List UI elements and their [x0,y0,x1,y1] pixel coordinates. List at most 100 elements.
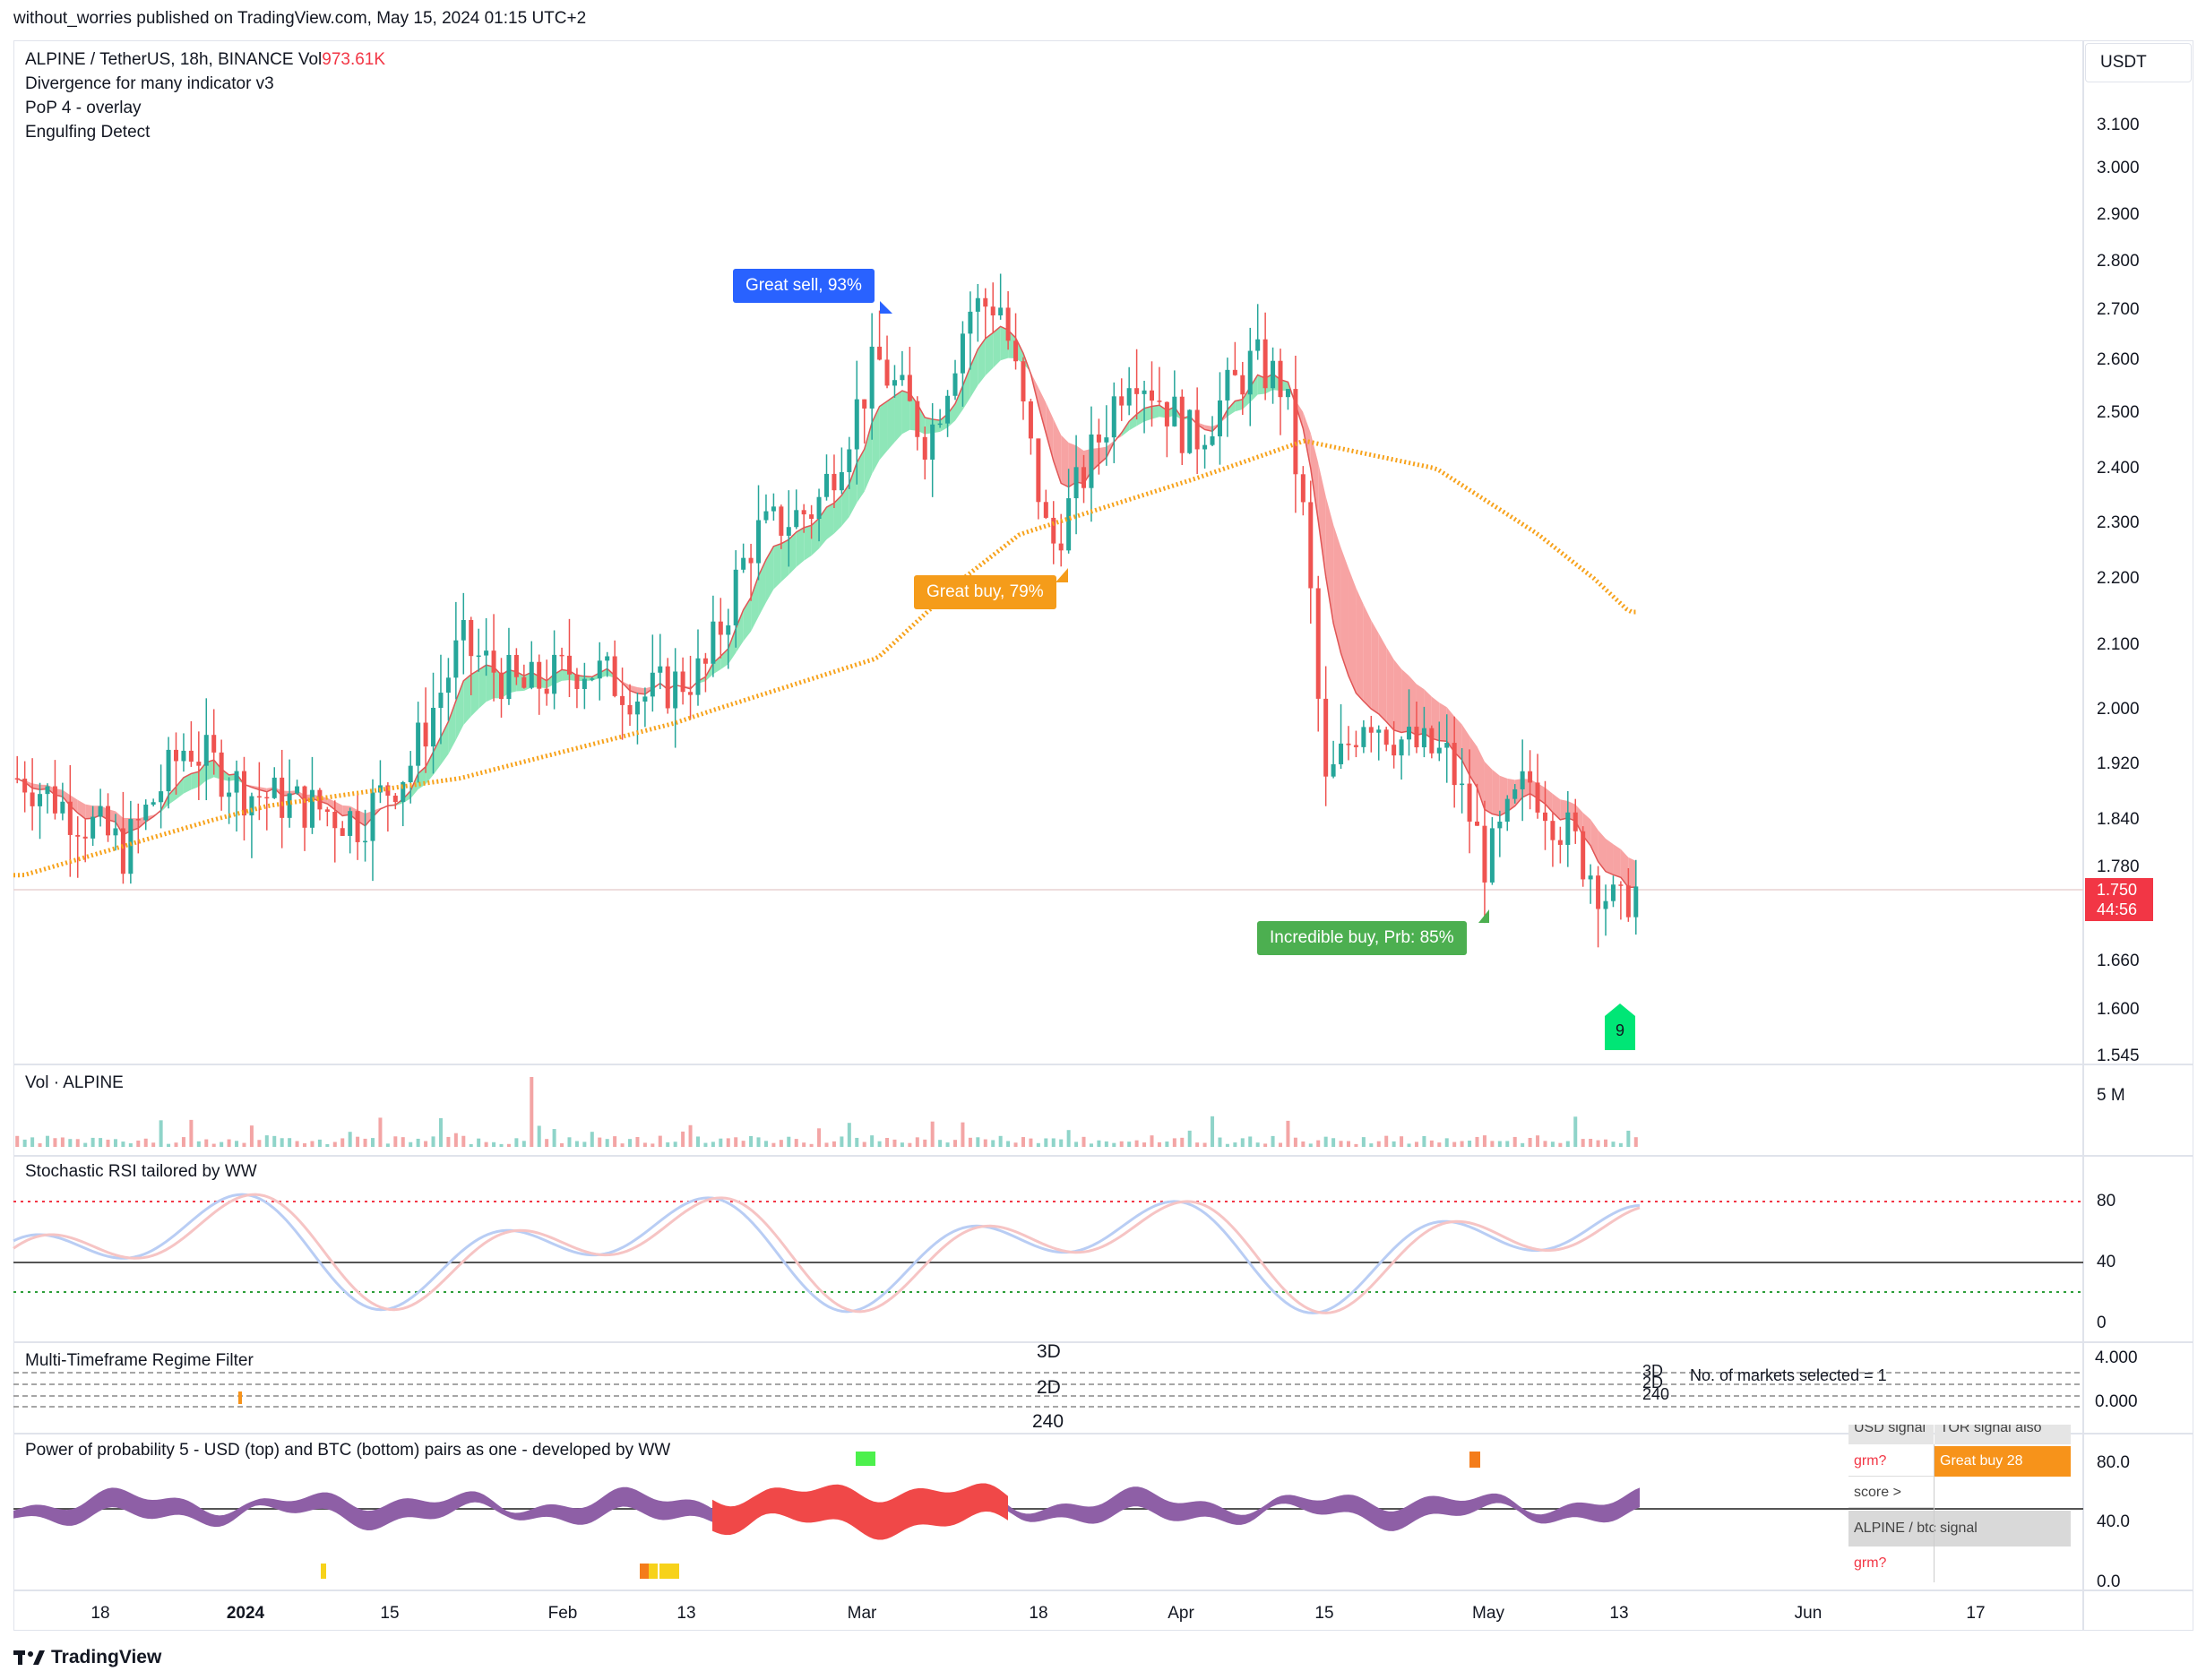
candle-body [1081,467,1087,488]
candle-body [1073,467,1079,499]
volume-bar [1633,1137,1638,1147]
chart-legend: ALPINE / TetherUS, 18h, BINANCE Vol973.6… [25,47,385,144]
candle-body [309,789,315,828]
mtf-label-3d: 3D [1037,1341,1061,1362]
cloud-segment [1409,676,1417,736]
candle-body [1021,361,1026,402]
volume-bar [1392,1141,1396,1147]
volume-bar [446,1136,451,1147]
currency-button[interactable]: USDT [2085,43,2192,82]
volume-bar [1490,1141,1495,1147]
candle-body [1346,743,1351,745]
price-tick: 2.900 [2097,205,2140,224]
cloud-segment [478,665,487,709]
mtf-right-labels: 3D 2D 240 [1642,1363,1669,1402]
candle-body [832,473,837,491]
volume-bar [1089,1143,1093,1147]
volume-bar [847,1123,851,1147]
candle-body [711,621,716,664]
candle-body [779,506,784,536]
candle-body [627,704,633,715]
volume-bar [438,1117,443,1147]
time-tick: 15 [1314,1604,1334,1623]
volume-bar [877,1141,882,1147]
candle-body [1633,886,1639,918]
candle-body [1392,745,1397,756]
candle-body [847,449,852,472]
volume-bar [923,1139,927,1147]
volume-bar [809,1143,814,1147]
candle-body [915,401,920,437]
last-price-value: 1.750 [2097,881,2138,899]
volume-bar [991,1140,995,1147]
candle-body [52,786,57,814]
candle-body [1339,743,1344,764]
mtf-tick-bottom: 0.000 [2095,1392,2138,1411]
volume-bar [983,1139,987,1147]
indicator-divergence[interactable]: Divergence for many indicator v3 [25,74,274,93]
cloud-segment [1371,620,1379,714]
candle-body [1271,360,1276,389]
footer-brand[interactable]: TradingView [13,1647,161,1668]
candle-body [1255,339,1261,351]
volume-bar [15,1135,20,1147]
cloud-segment [872,406,880,474]
volume-bar [484,1142,488,1147]
stoch-pane-title[interactable]: Stochastic RSI tailored by WW [25,1162,257,1181]
cloud-segment [410,773,418,799]
pop-yellow-marker [321,1564,326,1579]
candle-body [408,765,413,782]
candle-body [1588,875,1593,880]
candle-body [983,297,988,307]
table-usd-signal: USD signal [1848,1425,1934,1444]
candle-body [363,840,368,843]
cloud-segment [765,546,774,603]
volume-bar [499,1143,504,1147]
volume-bar [1460,1141,1464,1147]
volume-bar [756,1137,761,1147]
cloud-segment [773,543,781,590]
candle-body [203,735,209,766]
count-badge-text: 9 [1615,1021,1624,1039]
cloud-segment [1446,707,1455,753]
candle-body [900,375,905,381]
candle-body [174,749,178,762]
candle-body [1058,543,1064,551]
volume-bar [303,1142,307,1147]
cloud-segment [1250,375,1258,403]
volume-bar [1429,1140,1434,1147]
candle-body [590,678,595,680]
cloud-segment [804,525,812,561]
volume-bar [1361,1137,1366,1147]
time-tick: 2024 [226,1604,265,1623]
table-btc-signal: ALPINE / btc signal [1848,1511,2071,1546]
volume-bar [121,1142,125,1147]
volume-bar [189,1119,194,1147]
cloud-segment [758,559,766,617]
candle-body [1150,390,1154,401]
volume-bar [1006,1141,1011,1147]
indicator-pop4[interactable]: PoP 4 - overlay [25,99,142,117]
candle-body [1104,437,1109,443]
cloud-segment [969,349,978,398]
volume-bar [1142,1142,1147,1147]
candle-body [1460,783,1465,786]
cloud-segment [1393,659,1402,733]
volume-bar [1384,1135,1389,1147]
candle-body [166,749,171,792]
volume-bar [794,1139,798,1147]
indicator-engulfing[interactable]: Engulfing Detect [25,123,151,142]
price-tick: 1.840 [2097,810,2140,829]
volume-bar [1036,1142,1040,1147]
candle-body [227,792,232,797]
candle-body [1036,438,1041,503]
mtf-right-2d: 2D [1642,1374,1664,1391]
volume-bar [1255,1142,1260,1147]
candle-body [1278,360,1283,398]
time-tick: Jun [1794,1604,1823,1623]
pop-pane-title[interactable]: Power of probability 5 - USD (top) and B… [25,1441,671,1460]
volume-pane-title[interactable]: Vol · ALPINE [25,1073,124,1092]
symbol-line[interactable]: ALPINE / TetherUS, 18h, BINANCE Vol973.6… [25,47,385,72]
volume-bar [1316,1140,1321,1147]
mtf-pane-title[interactable]: Multi-Timeframe Regime Filter [25,1351,254,1370]
